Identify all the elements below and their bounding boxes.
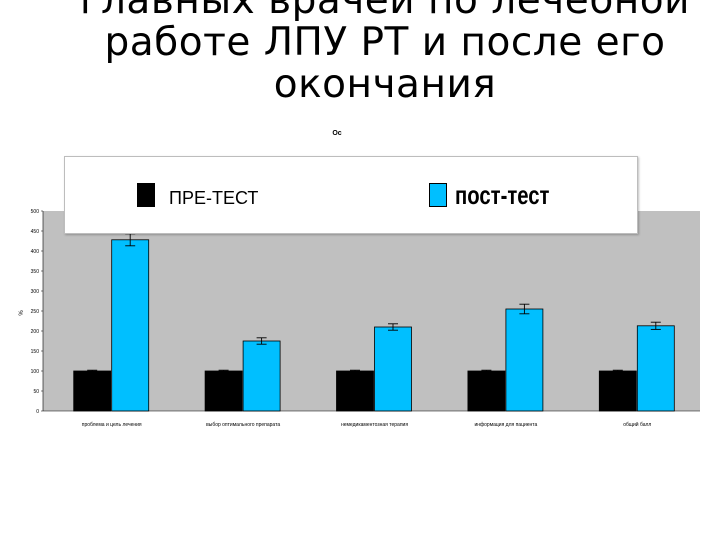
x-tick-label: немедикаментозная терапия [341,422,408,428]
y-tick-label: 500 [31,209,40,215]
legend-label-post-test: пост-тест [455,180,550,210]
title-line-3: окончания [273,62,497,107]
error-bar [481,369,492,373]
error-bar [218,369,229,373]
title-line-2: работе ЛПУ РТ и после его [104,20,666,65]
error-bar [388,323,398,331]
error-bar [650,321,661,330]
bars-group [73,233,675,412]
y-tick-label: 0 [36,409,39,415]
bar-pre-test [598,370,637,412]
error-bar [612,369,623,373]
bar-post-test [111,239,150,412]
error-bar [519,303,530,315]
y-tick-label: 400 [31,249,40,255]
y-tick-label: 450 [31,229,40,235]
bar-pre-test [336,370,374,412]
legend-swatch-post-test [429,183,447,207]
y-tick-label: 350 [31,269,40,275]
x-tick-label: проблема и цель лечения [82,422,142,428]
error-bar [87,369,98,373]
slide-title: главных врачей по лечебной работе ЛПУ РТ… [40,0,720,106]
bar-pre-test [73,370,112,412]
y-tick-label: 50 [33,389,39,395]
bar-pre-test [467,370,506,412]
x-axis-labels: проблема и цель лечения выбор оптимальног… [82,421,652,428]
bar-post-test [505,308,544,412]
chart-title: Ос [332,130,341,137]
x-tick-label: информация для пациента [474,422,537,428]
legend: ПРЕ-ТЕСТ пост-тест [64,156,638,234]
x-tick-label: выбор оптимального препарата [206,422,280,428]
y-tick-label: 100 [31,369,40,375]
y-tick-label: 150 [31,349,40,355]
title-line-1: главных врачей по лечебной [80,0,690,23]
bar-post-test [636,325,675,412]
error-bar [256,337,267,345]
legend-label-pre-test: ПРЕ-ТЕСТ [169,188,259,208]
y-tick-label: 300 [31,289,40,295]
x-tick-label: общий балл [623,421,651,428]
y-tick-label: 250 [31,309,40,315]
bar-pre-test [204,370,243,412]
y-axis-label: % [19,310,25,316]
bar-post-test [242,340,281,412]
y-tick-label: 200 [31,329,40,335]
legend-swatch-pre-test [137,183,155,207]
bar-post-test [374,326,412,412]
error-bar [350,369,360,373]
